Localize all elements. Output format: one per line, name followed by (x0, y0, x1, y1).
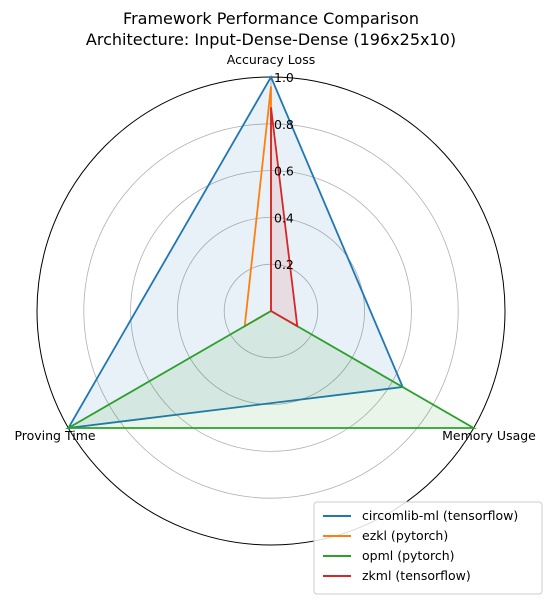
legend-label-ezkl: ezkl (pytorch) (362, 528, 448, 543)
series-area-opml (68, 311, 474, 428)
legend-box (313, 501, 543, 595)
series-line-circomlib-ml (66, 74, 404, 430)
series-area-circomlib-ml (68, 77, 403, 428)
series-line-zkml (270, 107, 299, 328)
series-line-opml (65, 309, 477, 429)
legend: circomlib-ml (tensorflow) ezkl (pytorch)… (313, 501, 543, 595)
radial-ticks: 0.2 0.4 0.6 0.8 1.0 (274, 70, 294, 272)
chart-title-line-2: Architecture: Input-Dense-Dense (196x25x… (86, 30, 456, 49)
axis-label-proving-time: Proving Time (14, 428, 95, 443)
series-layer (65, 74, 477, 430)
axis-label-accuracy-loss: Accuracy Loss (227, 52, 315, 67)
radial-tick-label: 0.6 (274, 164, 294, 179)
axis-label-memory-usage: Memory Usage (442, 428, 536, 443)
radial-tick-label: 0.4 (274, 210, 294, 225)
legend-label-opml: opml (pytorch) (362, 548, 455, 563)
chart-title-line-1: Framework Performance Comparison (123, 9, 419, 28)
radial-tick-label: 0.8 (274, 117, 294, 132)
legend-label-zkml: zkml (tensorflow) (362, 568, 471, 583)
radial-tick-label: 1.0 (274, 70, 294, 85)
legend-label-circomlib-ml: circomlib-ml (tensorflow) (362, 508, 518, 523)
radial-tick-label: 0.2 (274, 257, 294, 272)
